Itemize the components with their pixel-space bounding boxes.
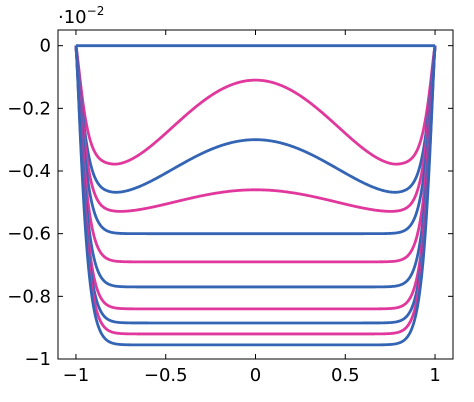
y-axis-multiplier: ·10−2 — [58, 4, 104, 28]
x-tick-label: 0 — [250, 365, 261, 386]
y-multiplier-base: ·10 — [58, 7, 87, 28]
ticks-layer: −1 −0.5 0 0.5 1 0 −0.2 −0.4 −0.6 −0.8 −1 — [7, 30, 453, 386]
y-multiplier-exponent: −2 — [87, 4, 105, 18]
y-tick-label: −0.6 — [7, 224, 51, 245]
series-line-6 — [74, 45, 437, 264]
y-tick-label: −0.4 — [7, 161, 51, 182]
x-tick-label: −0.5 — [144, 365, 188, 386]
series-layer — [74, 44, 437, 347]
y-tick-label: 0 — [40, 36, 51, 57]
x-tick-label: −1 — [63, 365, 90, 386]
x-tick-label: 1 — [429, 365, 440, 386]
y-tick-label: −0.2 — [7, 98, 51, 119]
series-line-10 — [74, 45, 437, 336]
series-line-3 — [74, 45, 437, 194]
series-line-8 — [74, 45, 437, 311]
x-tick-label: 0.5 — [331, 365, 360, 386]
y-tick-label: −0.8 — [7, 286, 51, 307]
series-line-5 — [74, 45, 437, 236]
series-line-7 — [74, 45, 437, 289]
y-tick-label: −1 — [24, 349, 51, 370]
series-line-11 — [74, 45, 437, 347]
series-line-2 — [74, 45, 437, 166]
series-line-9 — [74, 45, 437, 325]
series-line-4 — [74, 45, 437, 213]
